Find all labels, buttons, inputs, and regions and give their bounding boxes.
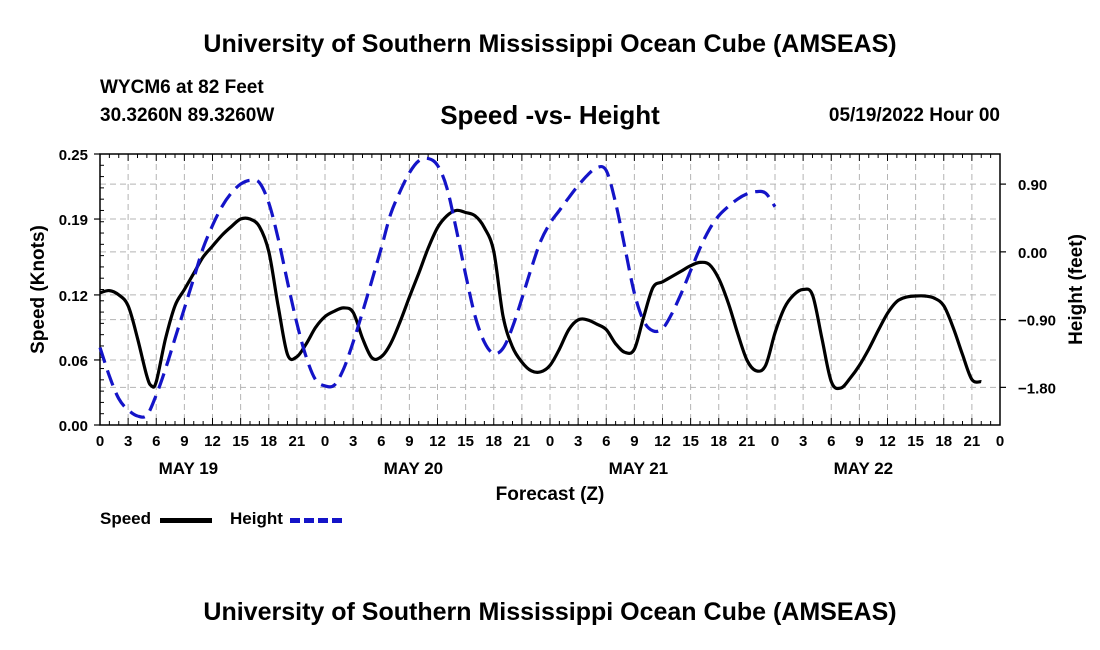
x-tick-label: 0 bbox=[771, 433, 779, 450]
speed-series-line bbox=[99, 208, 982, 391]
x-tick-label: 18 bbox=[485, 433, 502, 450]
x-tick-label: 21 bbox=[514, 433, 531, 450]
x-tick-label: 15 bbox=[457, 433, 474, 450]
y-right-tick-label: 0.00 bbox=[1018, 245, 1047, 262]
x-tick-label: 18 bbox=[710, 433, 727, 450]
x-tick-label: 3 bbox=[124, 433, 132, 450]
x-tick-label: 6 bbox=[602, 433, 610, 450]
x-tick-label: 9 bbox=[405, 433, 413, 450]
x-tick-label: 9 bbox=[630, 433, 638, 450]
x-tick-label: 15 bbox=[682, 433, 699, 450]
x-tick-label: 15 bbox=[907, 433, 924, 450]
station-label: WYCM6 at 82 Feet bbox=[100, 77, 264, 98]
x-tick-label: 6 bbox=[152, 433, 160, 450]
height-series-line bbox=[98, 156, 777, 419]
legend-height-label: Height bbox=[230, 509, 283, 528]
y-left-tick-label: 0.25 bbox=[59, 147, 88, 164]
footer-title: University of Southern Mississippi Ocean… bbox=[203, 598, 897, 626]
x-day-label: MAY 21 bbox=[609, 459, 669, 478]
coordinates-label: 30.3260N 89.3260W bbox=[100, 105, 275, 126]
legend-height-swatch bbox=[290, 518, 342, 523]
x-tick-label: 9 bbox=[855, 433, 863, 450]
x-tick-label: 3 bbox=[799, 433, 807, 450]
x-axis-title: Forecast (Z) bbox=[496, 484, 605, 505]
x-tick-label: 0 bbox=[321, 433, 329, 450]
x-tick-label: 12 bbox=[879, 433, 896, 450]
legend-speed-swatch bbox=[160, 518, 212, 523]
main-title: University of Southern Mississippi Ocean… bbox=[203, 30, 897, 58]
x-tick-label: 18 bbox=[260, 433, 277, 450]
x-tick-label: 6 bbox=[827, 433, 835, 450]
x-tick-label: 0 bbox=[996, 433, 1004, 450]
x-tick-label: 21 bbox=[289, 433, 306, 450]
y-left-tick-label: 0.06 bbox=[59, 353, 88, 370]
y-left-axis-title: Speed (Knots) bbox=[28, 225, 49, 354]
x-tick-label: 0 bbox=[96, 433, 104, 450]
forecast-date-label: 05/19/2022 Hour 00 bbox=[828, 105, 1000, 126]
y-left-tick-label: 0.12 bbox=[59, 288, 88, 305]
x-tick-label: 15 bbox=[232, 433, 249, 450]
y-left-tick-label: 0.19 bbox=[59, 212, 88, 229]
x-tick-label: 12 bbox=[429, 433, 446, 450]
chart-title: Speed -vs- Height bbox=[440, 100, 660, 130]
y-right-axis-title: Height (feet) bbox=[1066, 234, 1087, 345]
x-tick-label: 18 bbox=[935, 433, 952, 450]
x-tick-label: 12 bbox=[204, 433, 221, 450]
x-tick-label: 9 bbox=[180, 433, 188, 450]
y-right-tick-label: −0.90 bbox=[1018, 313, 1056, 330]
y-right-tick-label: 0.90 bbox=[1018, 177, 1047, 194]
x-tick-label: 21 bbox=[964, 433, 981, 450]
x-tick-label: 12 bbox=[654, 433, 671, 450]
x-day-label: MAY 20 bbox=[384, 459, 444, 478]
x-tick-label: 3 bbox=[349, 433, 357, 450]
x-tick-label: 0 bbox=[546, 433, 554, 450]
x-tick-label: 3 bbox=[574, 433, 582, 450]
y-left-tick-label: 0.00 bbox=[59, 418, 88, 435]
x-tick-label: 6 bbox=[377, 433, 385, 450]
x-day-label: MAY 22 bbox=[834, 459, 894, 478]
legend-speed-label: Speed bbox=[100, 509, 152, 528]
y-right-tick-label: −1.80 bbox=[1018, 380, 1056, 397]
x-tick-label: 21 bbox=[739, 433, 756, 450]
x-day-label: MAY 19 bbox=[159, 459, 219, 478]
